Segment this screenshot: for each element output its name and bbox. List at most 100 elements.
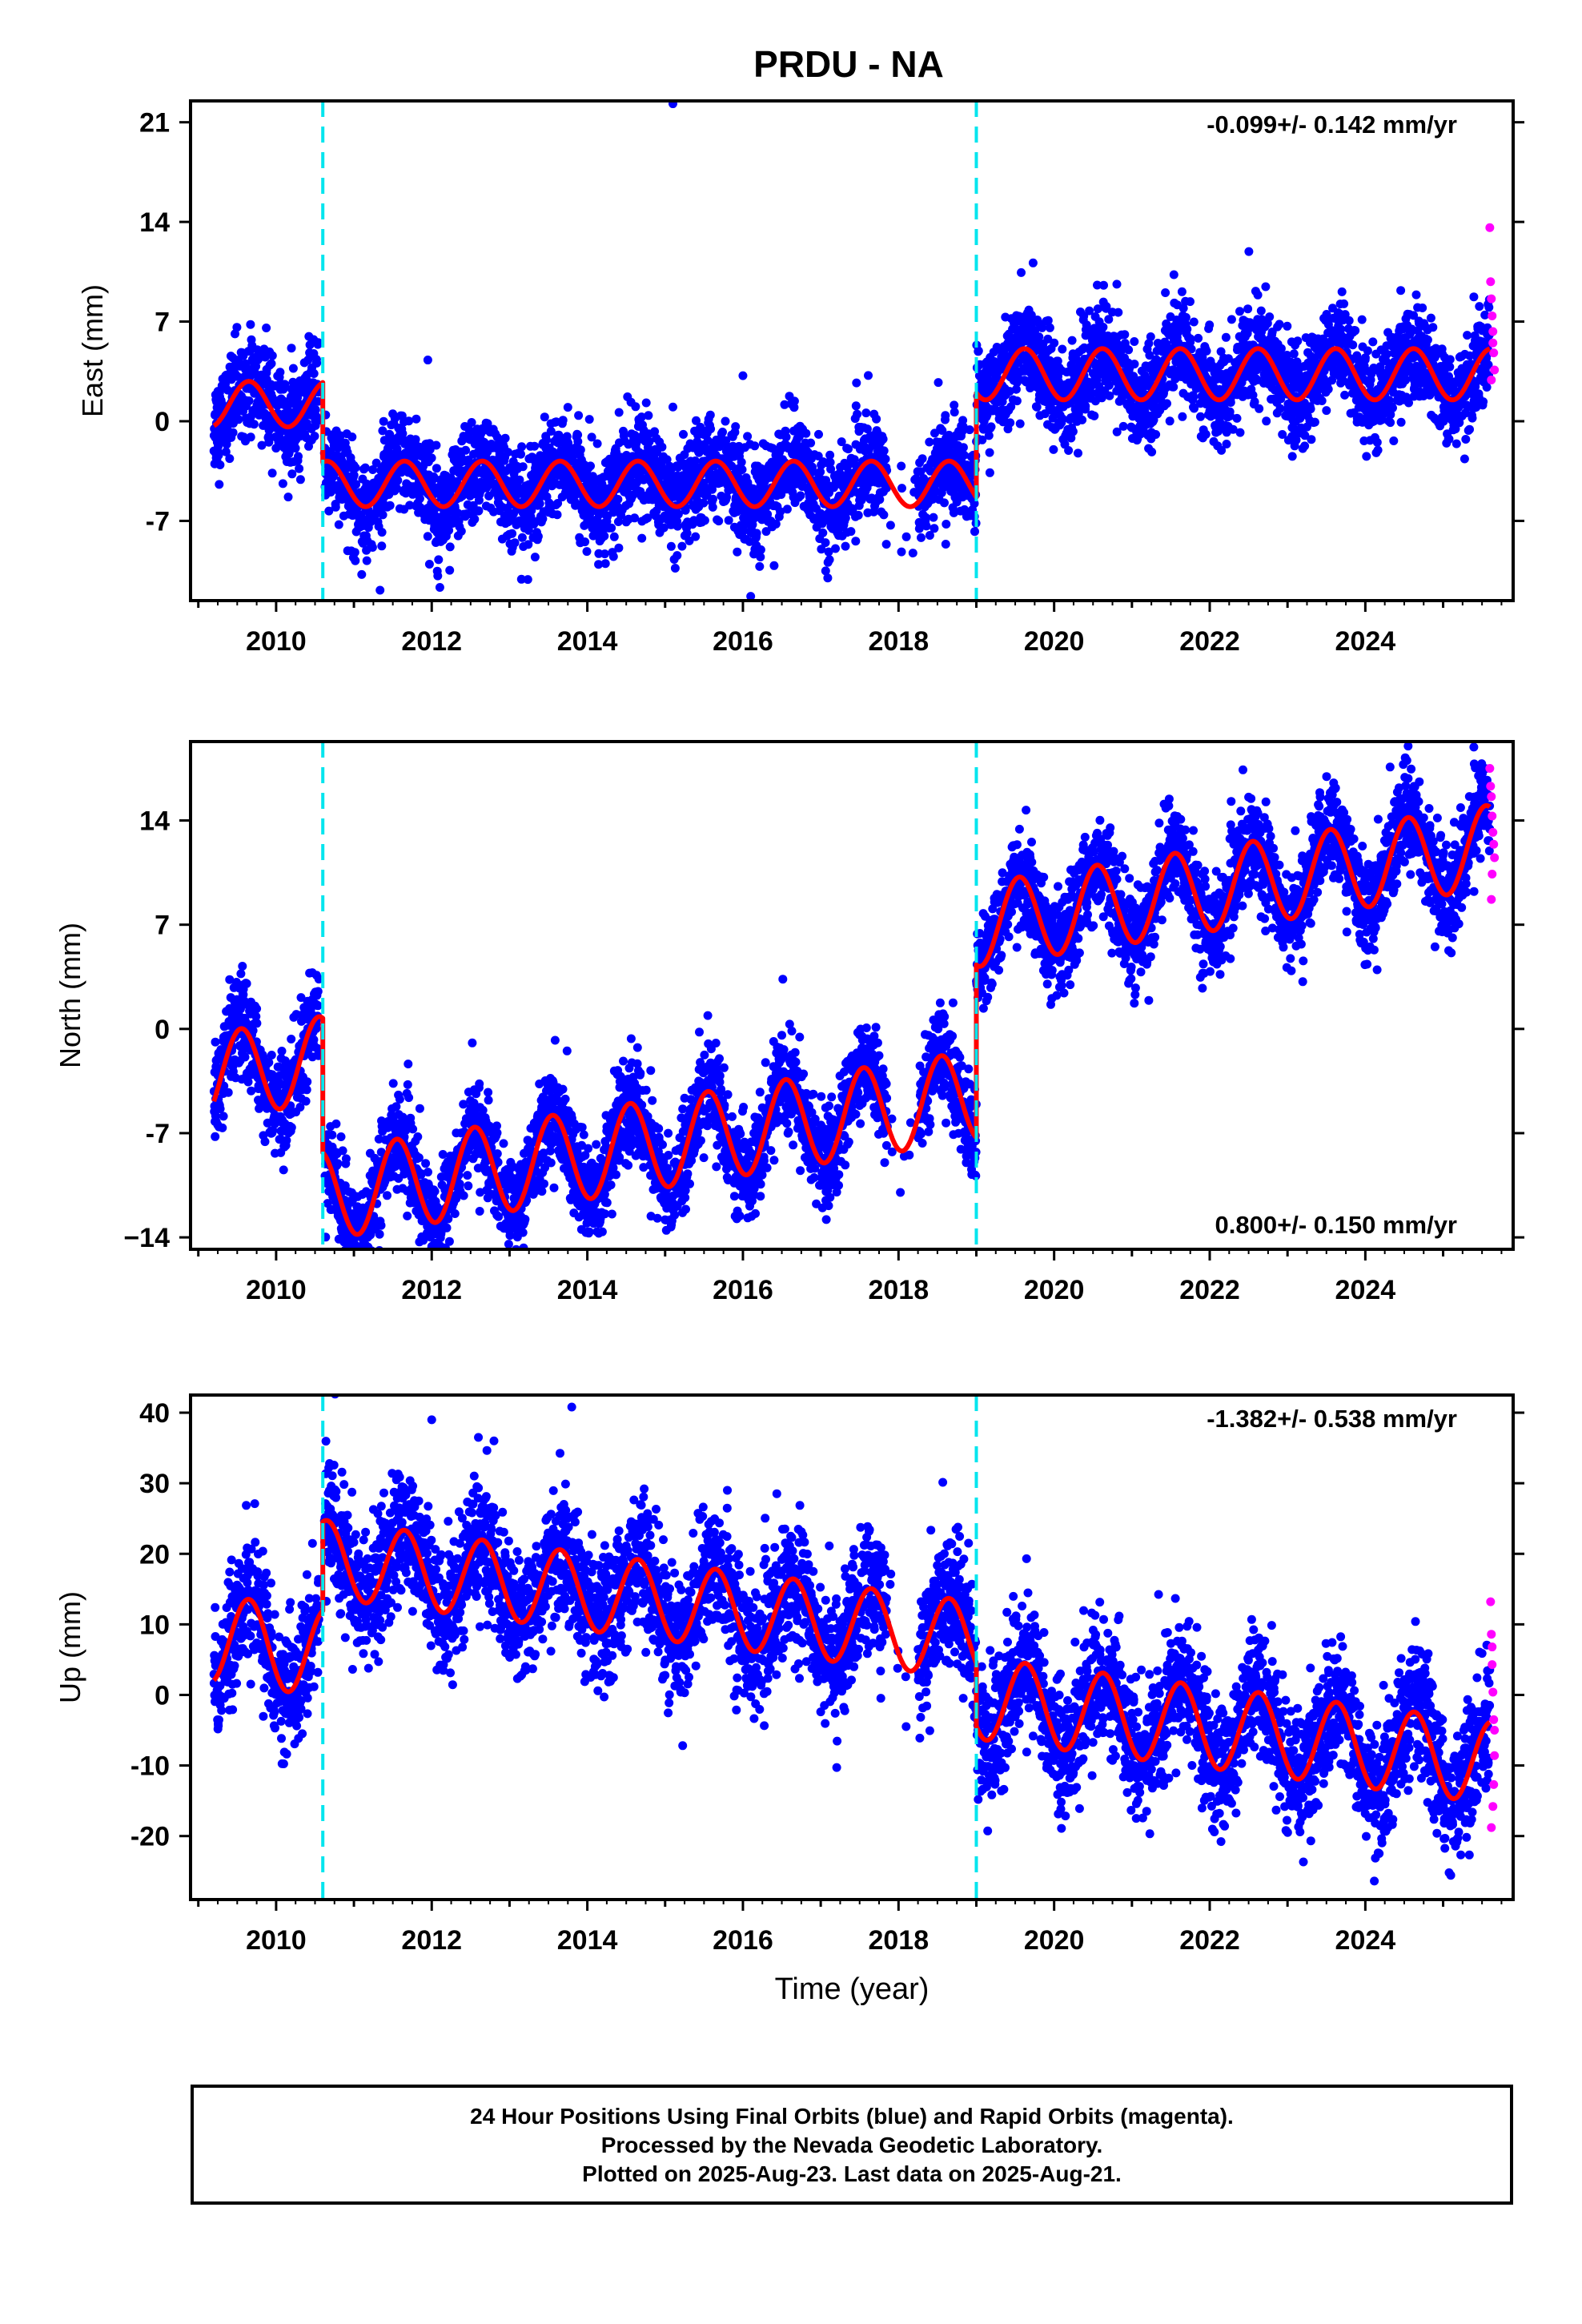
data-point bbox=[985, 448, 994, 457]
data-point bbox=[225, 454, 235, 464]
data-point bbox=[275, 368, 285, 377]
data-point bbox=[324, 506, 334, 516]
data-point bbox=[706, 424, 716, 434]
data-point bbox=[1265, 312, 1275, 322]
data-point bbox=[608, 552, 618, 561]
data-point bbox=[853, 510, 863, 520]
data-point bbox=[1340, 390, 1350, 400]
data-point bbox=[284, 448, 294, 457]
data-point bbox=[552, 510, 562, 520]
data-point bbox=[530, 553, 540, 562]
data-point bbox=[958, 443, 968, 452]
data-point bbox=[221, 447, 231, 456]
data-point bbox=[879, 446, 889, 456]
data-point bbox=[267, 351, 277, 360]
data-point bbox=[504, 448, 513, 457]
data-point bbox=[731, 422, 741, 432]
data-point bbox=[385, 501, 395, 510]
data-point bbox=[607, 523, 616, 533]
data-point bbox=[1322, 406, 1331, 416]
data-point bbox=[295, 464, 304, 473]
data-point bbox=[278, 479, 287, 489]
data-point bbox=[1118, 421, 1128, 431]
data-point bbox=[517, 442, 527, 452]
data-point bbox=[378, 426, 387, 436]
data-point bbox=[1426, 313, 1435, 323]
data-point bbox=[700, 516, 709, 525]
data-point bbox=[563, 403, 572, 412]
data-point bbox=[1255, 404, 1264, 413]
data-point bbox=[806, 438, 816, 448]
data-point bbox=[249, 420, 259, 429]
data-point bbox=[1386, 418, 1395, 428]
plot-area bbox=[209, 101, 1500, 601]
data-point bbox=[724, 516, 733, 525]
data-point bbox=[232, 323, 242, 332]
data-point bbox=[432, 464, 441, 473]
data-point bbox=[362, 556, 371, 565]
data-point bbox=[885, 521, 895, 530]
data-point bbox=[657, 442, 667, 452]
data-point bbox=[609, 532, 619, 541]
data-point bbox=[650, 427, 660, 436]
data-point bbox=[347, 432, 357, 442]
data-point bbox=[1169, 270, 1178, 279]
data-point bbox=[921, 521, 931, 531]
data-point bbox=[917, 454, 927, 464]
data-point bbox=[1081, 401, 1090, 411]
data-point bbox=[546, 427, 556, 436]
data-point bbox=[600, 559, 610, 569]
data-point bbox=[897, 461, 906, 471]
data-point bbox=[814, 429, 823, 439]
data-point bbox=[769, 561, 779, 570]
data-point bbox=[881, 540, 891, 549]
data-point bbox=[264, 437, 274, 447]
data-point bbox=[709, 494, 717, 504]
data-point bbox=[940, 498, 949, 508]
data-point bbox=[530, 441, 540, 451]
data-point bbox=[974, 346, 983, 356]
data-point bbox=[469, 474, 479, 484]
data-point bbox=[1232, 413, 1242, 423]
data-point bbox=[677, 541, 687, 551]
data-point bbox=[367, 543, 377, 552]
data-point bbox=[1165, 416, 1174, 426]
data-point bbox=[1306, 404, 1315, 414]
data-point bbox=[908, 549, 917, 558]
data-point bbox=[377, 541, 387, 551]
data-point bbox=[756, 545, 765, 554]
data-point bbox=[215, 480, 224, 489]
data-point bbox=[312, 358, 322, 368]
data-point bbox=[878, 434, 888, 444]
data-point bbox=[1337, 287, 1347, 296]
data-point bbox=[1151, 430, 1161, 439]
data-point bbox=[375, 585, 385, 595]
data-point bbox=[1189, 392, 1199, 402]
data-point bbox=[846, 527, 856, 537]
data-point bbox=[246, 320, 255, 329]
data-point bbox=[379, 416, 388, 426]
data-point bbox=[1196, 412, 1205, 421]
data-point bbox=[1015, 419, 1025, 428]
data-point bbox=[432, 440, 441, 450]
data-point bbox=[662, 455, 672, 464]
data-point bbox=[630, 513, 640, 523]
data-point bbox=[659, 523, 669, 533]
data-point bbox=[851, 537, 861, 546]
data-point bbox=[423, 532, 432, 541]
data-point bbox=[1186, 334, 1195, 344]
data-point bbox=[1445, 355, 1455, 364]
data-point bbox=[1205, 320, 1215, 330]
data-point bbox=[1368, 337, 1378, 347]
data-point bbox=[690, 456, 700, 465]
data-point bbox=[682, 529, 692, 538]
data-point bbox=[781, 432, 791, 442]
data-point bbox=[1194, 333, 1203, 343]
data-point bbox=[435, 583, 444, 592]
data-point bbox=[1243, 304, 1253, 314]
data-point bbox=[644, 411, 653, 420]
data-point bbox=[574, 411, 584, 420]
data-point bbox=[821, 538, 830, 548]
data-point bbox=[692, 416, 701, 425]
data-point bbox=[941, 411, 950, 420]
